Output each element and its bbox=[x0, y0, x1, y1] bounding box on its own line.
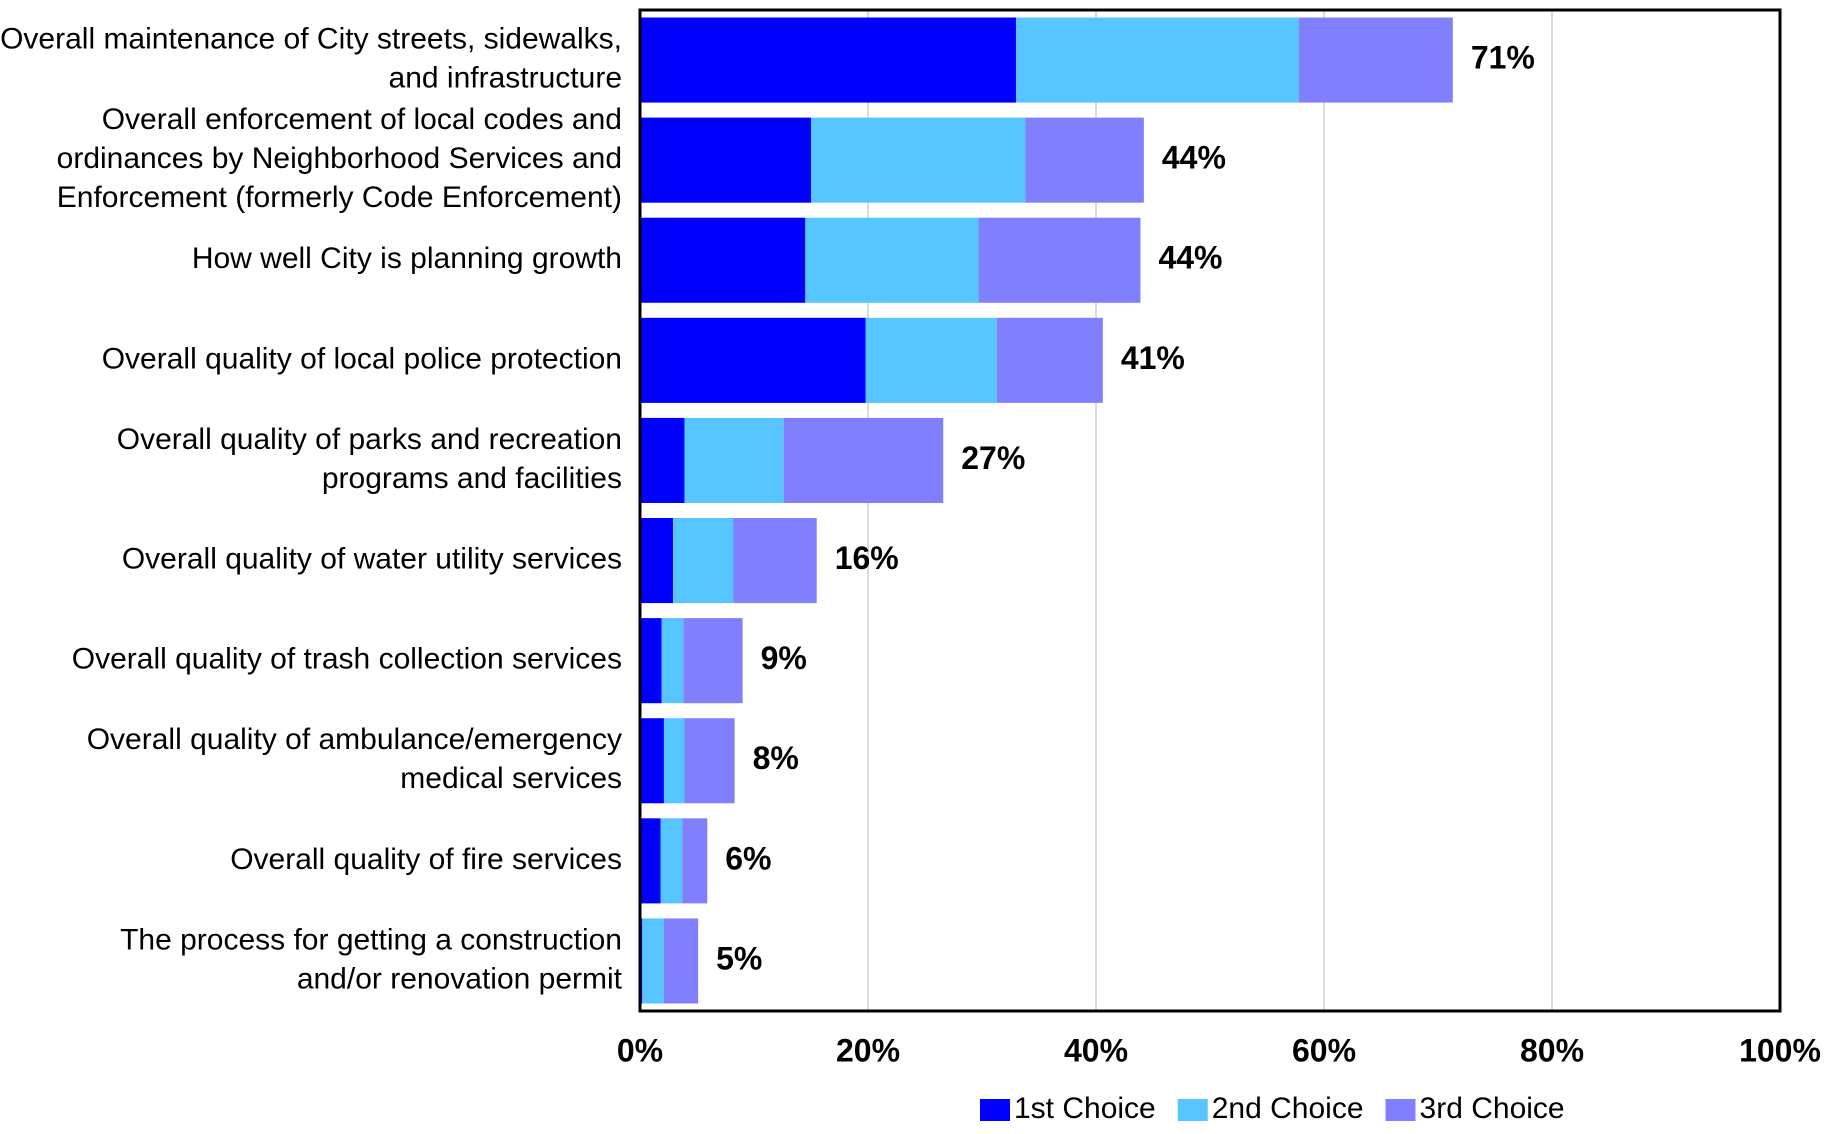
category-label-5-line-0: Overall quality of water utility service… bbox=[122, 542, 622, 575]
legend-label-3rd-choice: 3rd Choice bbox=[1420, 1092, 1565, 1125]
bar-segment-3rd-choice-7 bbox=[684, 718, 735, 804]
bar-segment-2nd-choice-8 bbox=[660, 818, 683, 904]
bar-segment-2nd-choice-7 bbox=[663, 718, 685, 804]
total-label-8: 6% bbox=[725, 840, 771, 876]
bar-segment-1st-choice-0 bbox=[640, 17, 1017, 103]
bar-segment-3rd-choice-1 bbox=[1025, 117, 1144, 203]
plot-frame bbox=[638, 8, 1782, 1013]
legend: 1st Choice 2nd Choice 3rd Choice bbox=[980, 1092, 1565, 1125]
x-tick-label-20: 20% bbox=[836, 1032, 900, 1068]
bar-segment-3rd-choice-5 bbox=[733, 518, 817, 604]
total-label-7: 8% bbox=[753, 740, 799, 776]
category-label-0-line-0: Overall maintenance of City streets, sid… bbox=[0, 22, 622, 55]
bar-segment-1st-choice-8 bbox=[640, 818, 661, 904]
category-label-6-line-0: Overall quality of trash collection serv… bbox=[72, 643, 622, 676]
bar-segment-2nd-choice-1 bbox=[811, 117, 1026, 203]
bar-segment-1st-choice-2 bbox=[640, 217, 806, 303]
category-label-3-line-0: Overall quality of local police protecti… bbox=[102, 342, 622, 375]
bar-segment-1st-choice-6 bbox=[640, 618, 662, 704]
total-label-5: 16% bbox=[835, 540, 899, 576]
x-tick-label-100: 100% bbox=[1739, 1032, 1821, 1068]
bar-segment-1st-choice-7 bbox=[640, 718, 664, 804]
total-label-0: 71% bbox=[1471, 40, 1535, 76]
total-label-3: 41% bbox=[1121, 340, 1185, 376]
x-tick-label-80: 80% bbox=[1520, 1032, 1584, 1068]
bar-segment-1st-choice-4 bbox=[640, 417, 685, 503]
bar-segment-2nd-choice-4 bbox=[684, 417, 784, 503]
category-label-1-line-1: ordinances by Neighborhood Services and bbox=[57, 142, 622, 175]
bar-segment-2nd-choice-2 bbox=[805, 217, 979, 303]
legend-label-1st-choice: 1st Choice bbox=[1014, 1092, 1156, 1125]
x-tick-label-0: 0% bbox=[617, 1032, 663, 1068]
legend-label-2nd-choice: 2nd Choice bbox=[1212, 1092, 1364, 1125]
bar-segment-3rd-choice-9 bbox=[663, 918, 699, 1004]
bar-segment-3rd-choice-2 bbox=[978, 217, 1141, 303]
category-label-9-line-1: and/or renovation permit bbox=[297, 962, 623, 995]
legend-swatch-1st-choice bbox=[980, 1099, 1010, 1121]
bar-segment-3rd-choice-4 bbox=[783, 417, 944, 503]
legend-swatch-3rd-choice bbox=[1385, 1099, 1416, 1121]
total-label-6: 9% bbox=[761, 640, 807, 676]
total-label-1: 44% bbox=[1162, 140, 1226, 176]
bar-segment-2nd-choice-9 bbox=[642, 918, 664, 1004]
category-label-0-line-1: and infrastructure bbox=[389, 61, 622, 94]
bar-segment-1st-choice-5 bbox=[640, 518, 674, 604]
bar-segment-2nd-choice-6 bbox=[661, 618, 684, 704]
bar-segment-2nd-choice-5 bbox=[673, 518, 734, 604]
category-labels: Overall maintenance of City streets, sid… bbox=[0, 22, 623, 995]
bars bbox=[640, 17, 1453, 1004]
bar-segment-3rd-choice-6 bbox=[683, 618, 743, 704]
category-label-4-line-1: programs and facilities bbox=[322, 462, 622, 495]
bar-segment-3rd-choice-3 bbox=[996, 317, 1103, 403]
bar-segment-2nd-choice-3 bbox=[865, 317, 997, 403]
bar-segment-2nd-choice-0 bbox=[1016, 17, 1299, 103]
category-label-8-line-0: Overall quality of fire services bbox=[230, 843, 622, 876]
legend-swatch-2nd-choice bbox=[1177, 1099, 1208, 1121]
total-labels: 71% 44% 44% 41% 27% 16% 9% 8% 6% 5% bbox=[716, 40, 1535, 977]
bar-segment-1st-choice-1 bbox=[640, 117, 811, 203]
total-label-4: 27% bbox=[961, 440, 1025, 476]
total-label-9: 5% bbox=[716, 940, 762, 976]
category-label-7-line-1: medical services bbox=[400, 762, 622, 795]
total-label-2: 44% bbox=[1158, 240, 1222, 276]
x-axis-tick-labels: 0% 20% 40% 60% 80% 100% bbox=[617, 1032, 1821, 1068]
category-label-9-line-0: The process for getting a construction bbox=[120, 923, 622, 956]
category-label-2-line-0: How well City is planning growth bbox=[192, 242, 622, 275]
category-label-1-line-0: Overall enforcement of local codes and bbox=[102, 103, 622, 136]
x-tick-label-60: 60% bbox=[1292, 1032, 1356, 1068]
category-label-4-line-0: Overall quality of parks and recreation bbox=[117, 423, 622, 456]
category-label-1-line-2: Enforcement (formerly Code Enforcement) bbox=[57, 181, 622, 214]
bar-segment-3rd-choice-8 bbox=[682, 818, 708, 904]
category-label-7-line-0: Overall quality of ambulance/emergency bbox=[87, 723, 622, 756]
bar-segment-3rd-choice-0 bbox=[1298, 17, 1453, 103]
bar-segment-1st-choice-3 bbox=[640, 317, 866, 403]
x-tick-label-40: 40% bbox=[1064, 1032, 1128, 1068]
